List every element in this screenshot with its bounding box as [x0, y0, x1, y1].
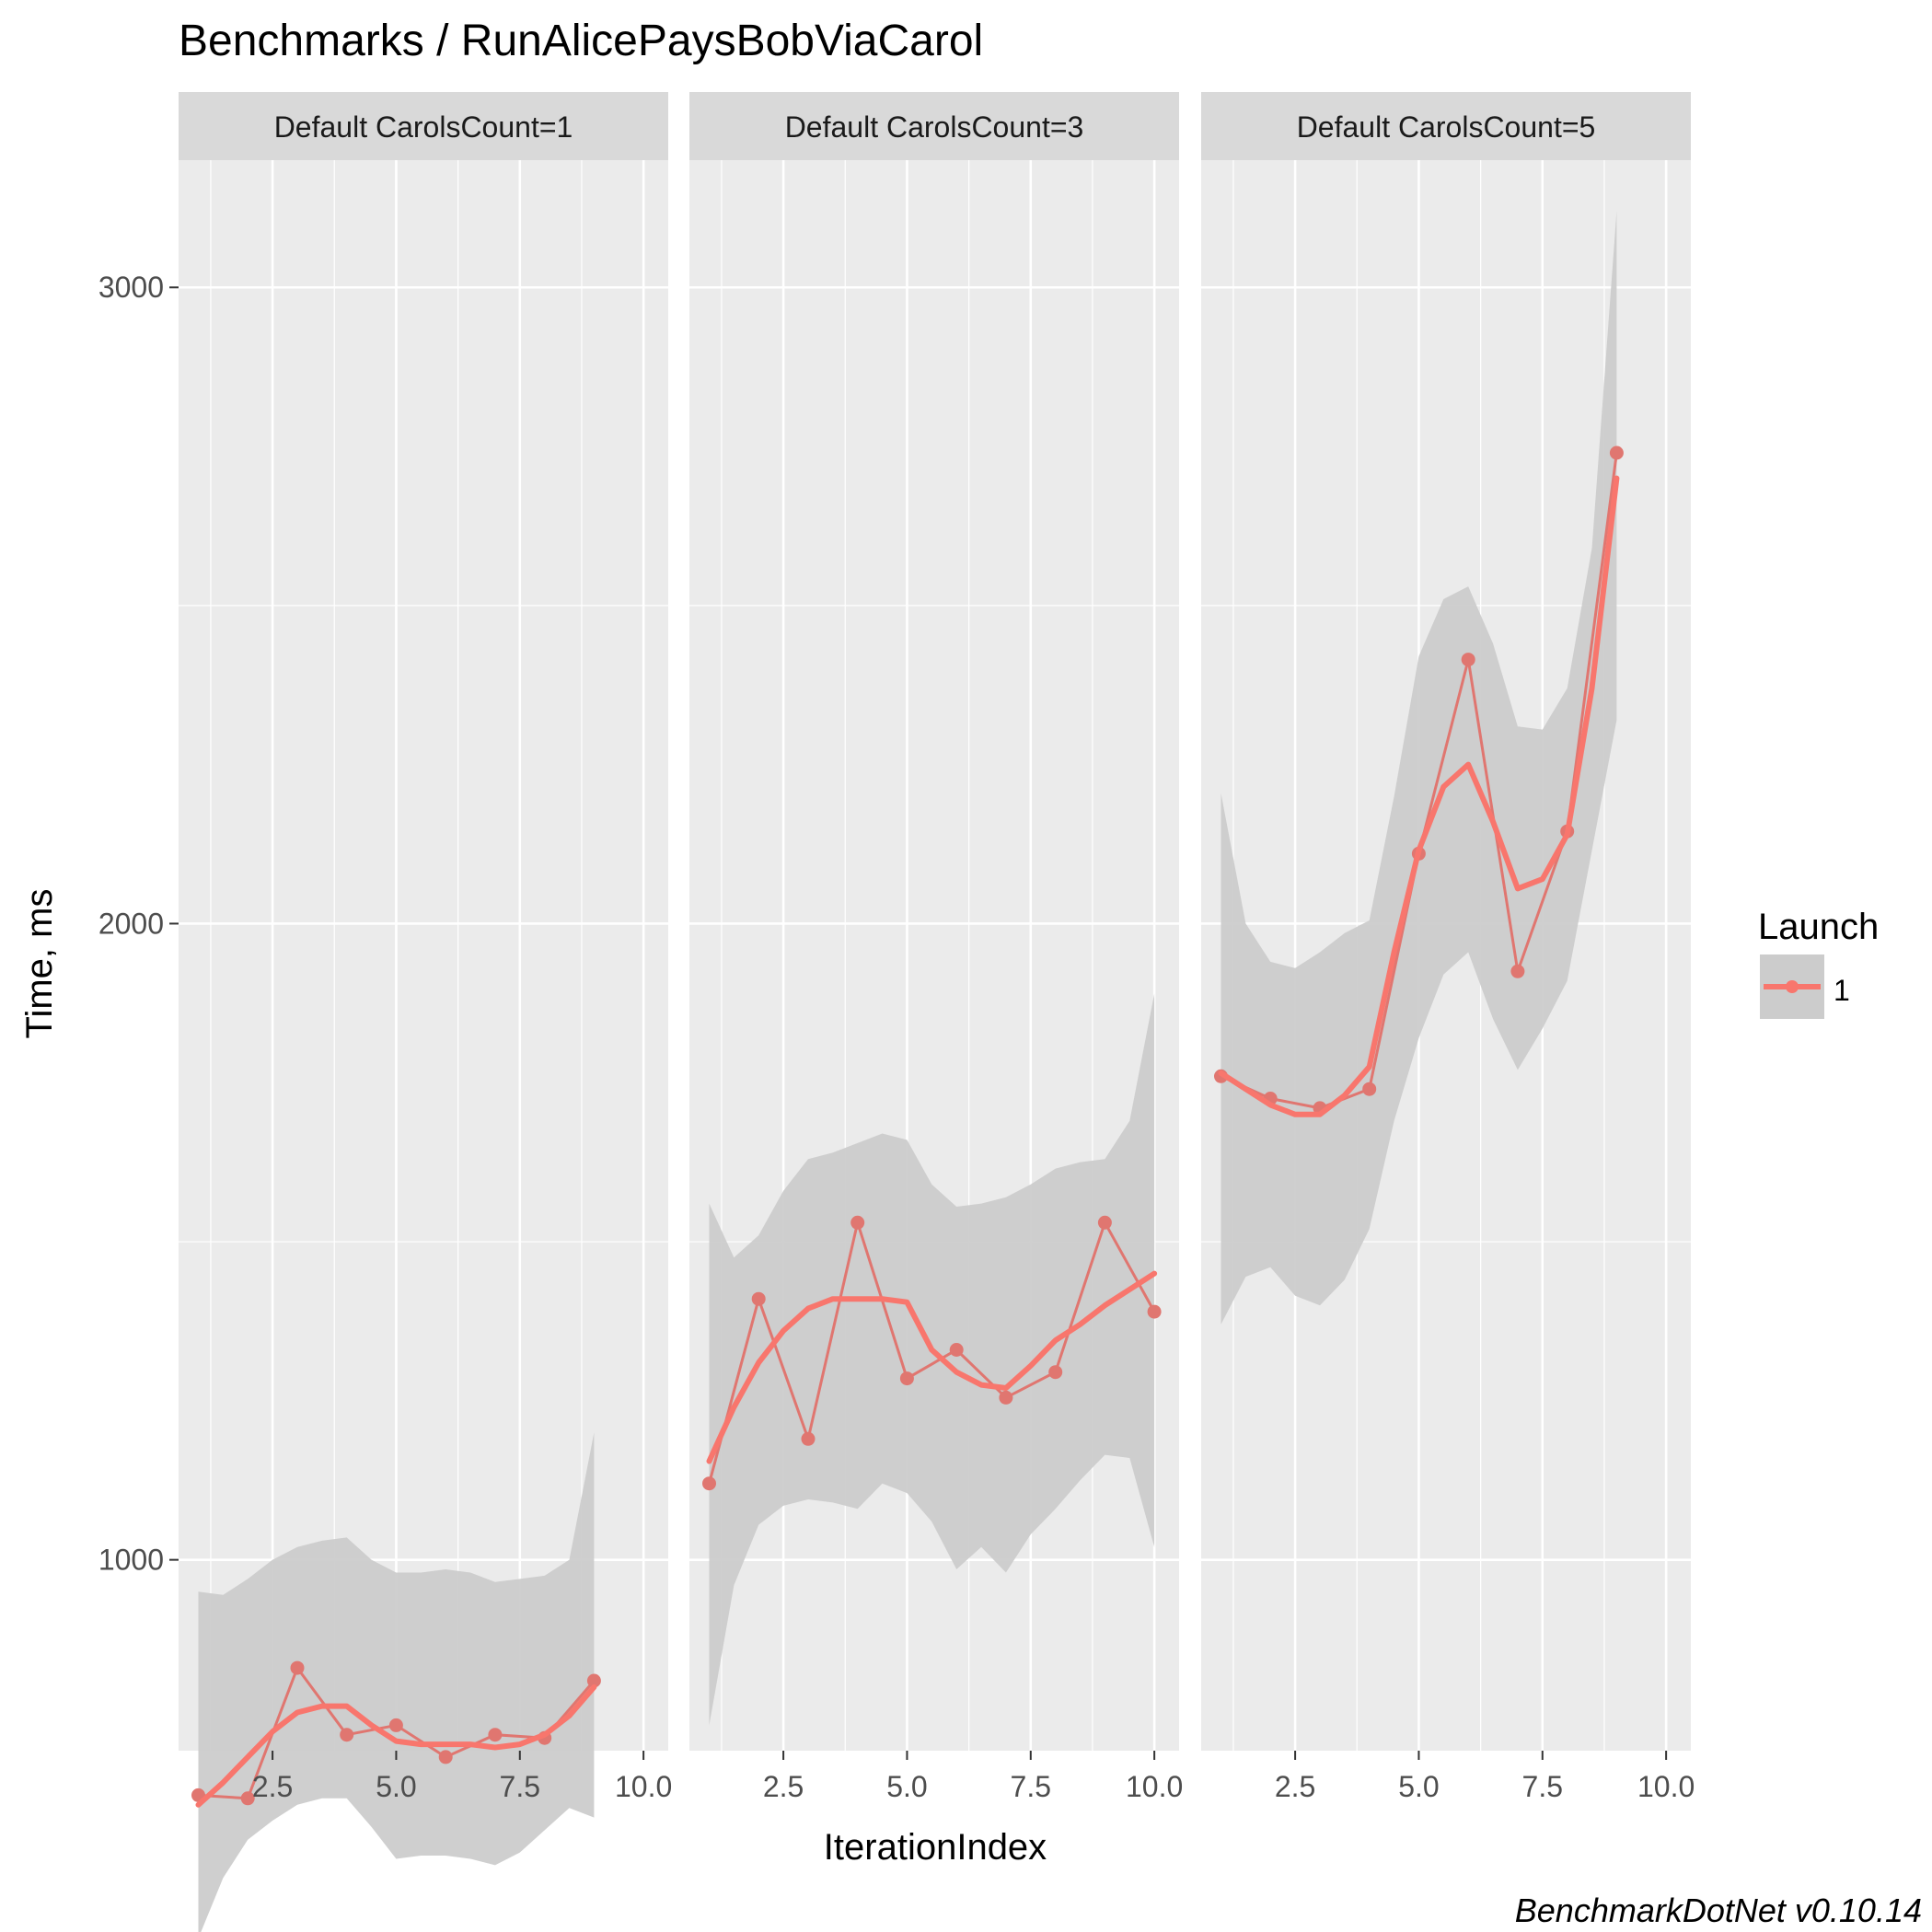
legend-key-point: [1786, 980, 1799, 993]
data-point: [290, 1660, 305, 1675]
facet-panel: Default CarolsCount=5 2.5 5.0 7.5 10.0: [1201, 92, 1695, 1803]
chart-title: Benchmarks / RunAlicePaysBobViaCarol: [179, 17, 983, 65]
facet-panels: Default CarolsCount=12.5 5.0 7.5 10.0Defaul…: [179, 92, 1695, 1932]
data-point: [1147, 1304, 1162, 1319]
x-tick-label: 5.0: [376, 1770, 416, 1803]
x-tick-label: 10.0: [615, 1770, 672, 1803]
x-tick-label: 5.0: [1398, 1770, 1439, 1803]
data-point: [702, 1476, 716, 1491]
series-line: [708, 1217, 1156, 1485]
panel-background: [179, 160, 668, 1751]
facet-strip: [1201, 92, 1691, 160]
x-tick-label: 7.5: [1522, 1770, 1563, 1803]
facet-strip-label: Default CarolsCount=1: [274, 110, 573, 144]
y-tick-label: 2000: [98, 907, 164, 940]
data-point: [949, 1343, 964, 1357]
data-point: [388, 1718, 403, 1732]
data-point: [899, 1371, 914, 1386]
facet-strip-label: Default CarolsCount=3: [785, 110, 1084, 144]
legend-entry-label: 1: [1834, 974, 1850, 1007]
x-tick-label: 7.5: [1011, 1770, 1051, 1803]
data-point: [586, 1673, 601, 1688]
data-point: [1510, 964, 1525, 978]
data-point: [801, 1431, 816, 1446]
x-tick-label: 2.5: [1275, 1770, 1315, 1803]
x-tick-label: 2.5: [252, 1770, 293, 1803]
confidence-band: [1221, 211, 1617, 1325]
facet-strip: [179, 92, 668, 160]
confidence-band: [198, 1432, 595, 1932]
smooth-trend-line: [195, 1683, 597, 1808]
data-point: [1097, 1215, 1112, 1230]
confidence-band: [709, 993, 1155, 1726]
smooth-trend-line: [1218, 475, 1620, 1117]
data-point: [240, 1791, 255, 1806]
x-tick-label: 5.0: [886, 1770, 927, 1803]
facet-panel: Default CarolsCount=3 2.5 5.0 7.5 10.0: [689, 92, 1183, 1803]
x-tick-label: 10.0: [1126, 1770, 1183, 1803]
data-point: [751, 1291, 766, 1306]
data-point: [850, 1215, 865, 1230]
data-point: [1461, 653, 1475, 667]
smooth-trend-line: [706, 1270, 1158, 1464]
legend-title: Launch: [1758, 907, 1879, 947]
x-axis-label: IterationIndex: [824, 1827, 1047, 1868]
x-tick-label: 10.0: [1637, 1770, 1695, 1803]
data-point: [340, 1728, 354, 1742]
legend: Launch 1: [1758, 907, 1879, 1019]
y-tick-label: 3000: [98, 271, 164, 304]
y-axis-label: Time, ms: [19, 889, 60, 1039]
x-tick-label: 2.5: [763, 1770, 804, 1803]
data-point: [999, 1390, 1013, 1405]
data-point: [1048, 1365, 1063, 1380]
y-tick-label: 1000: [98, 1544, 164, 1577]
facet-panel: Default CarolsCount=1 2.5 5.0 7.5 10.0: [179, 92, 672, 1932]
facet-strip-label: Default CarolsCount=5: [1297, 110, 1596, 144]
data-point: [1609, 445, 1624, 460]
benchmark-version-footer: BenchmarkDotNet v0.10.14: [1515, 1892, 1922, 1929]
facet-strip: [689, 92, 1179, 160]
axes: 1000 2000 3000: [98, 271, 179, 1577]
data-point: [1362, 1082, 1377, 1096]
data-point: [488, 1728, 503, 1742]
x-tick-label: 7.5: [500, 1770, 540, 1803]
data-point: [438, 1750, 453, 1764]
